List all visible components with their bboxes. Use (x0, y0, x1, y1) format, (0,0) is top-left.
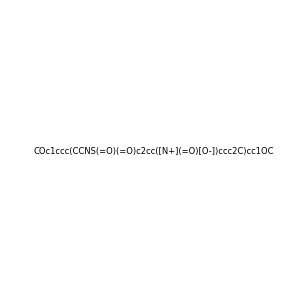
Text: COc1ccc(CCNS(=O)(=O)c2cc([N+](=O)[O-])ccc2C)cc1OC: COc1ccc(CCNS(=O)(=O)c2cc([N+](=O)[O-])cc… (34, 147, 274, 156)
